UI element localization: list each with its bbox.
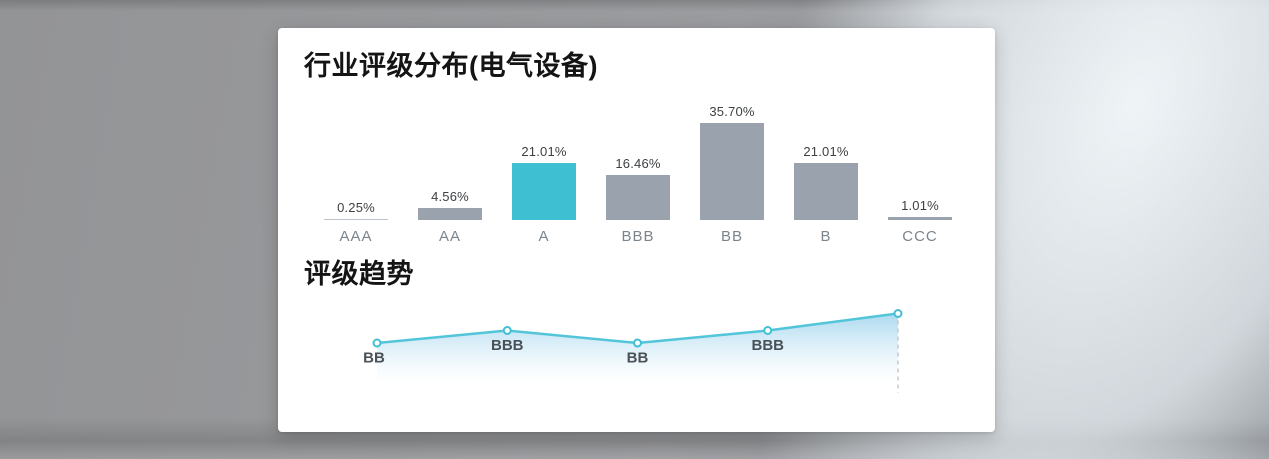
bar-chart-title: 行业评级分布(电气设备) — [304, 51, 598, 81]
trend-point-rating-label: BB — [363, 350, 385, 367]
bar-stack: 16.46% — [591, 88, 685, 220]
bar-stack: 4.56% — [403, 88, 497, 220]
bar-BBB[interactable] — [606, 175, 670, 220]
bar-value-label: 1.01% — [901, 198, 939, 214]
bar-column-BB: 35.70% BB — [685, 88, 779, 253]
trend-point-rating-label: BBB — [491, 337, 524, 354]
bar-category-label: BBB — [621, 228, 655, 245]
bar-value-label: 16.46% — [615, 156, 661, 172]
bar-column-BBB: 16.46% BBB — [591, 88, 685, 253]
bar-category-label: AA — [438, 228, 461, 245]
bar-category-label: BB — [720, 228, 743, 245]
bar-B[interactable] — [794, 162, 858, 220]
bar-column-AAA: 0.25% AAA — [309, 88, 403, 253]
trend-point-2021.08[interactable] — [372, 338, 382, 348]
trend-point-rating-label: BBB — [752, 337, 785, 354]
bar-value-label: 35.70% — [709, 103, 755, 119]
bar-category-label: A — [538, 228, 550, 245]
trend-chart-title: 评级趋势 — [304, 259, 414, 289]
bar-category-label: B — [820, 228, 832, 245]
rating-distribution-bar-chart: 0.25% AAA 4.56% AA 21.01% A 16.46% BBB 35.70% BB 2… — [309, 88, 967, 253]
bar-column-CCC: 1.01% CCC — [873, 88, 967, 253]
bar-stack: 21.01% — [779, 88, 873, 220]
bar-stack: 21.01% — [497, 88, 591, 220]
bar-stack: 0.25% — [309, 88, 403, 220]
bar-column-A: 21.01% A — [497, 88, 591, 253]
bar-CCC[interactable] — [888, 217, 952, 220]
bar-AAA[interactable] — [324, 218, 388, 220]
bar-stack: 1.01% — [873, 88, 967, 220]
bar-category-label: CCC — [902, 228, 938, 245]
rating-panel-card: 行业评级分布(电气设备) 0.25% AAA 4.56% AA 21.01% A 16.46… — [278, 28, 995, 432]
trend-point-2024.06[interactable] — [763, 326, 773, 335]
bar-column-AA: 4.56% AA — [403, 88, 497, 253]
bar-AA[interactable] — [418, 207, 482, 220]
bar-value-label: 21.01% — [803, 143, 849, 159]
trend-point-2023.08[interactable] — [633, 338, 642, 348]
trend-point-2022.08[interactable] — [502, 326, 512, 335]
bar-column-B: 21.01% B — [779, 88, 873, 253]
bar-value-label: 0.25% — [337, 199, 375, 215]
bar-category-label: AAA — [339, 228, 373, 245]
bar-stack: 35.70% — [685, 88, 779, 220]
bar-value-label: 21.01% — [521, 143, 567, 159]
trend-point-rating-label: BB — [627, 350, 649, 367]
bar-A[interactable] — [512, 162, 576, 220]
bar-value-label: 4.56% — [431, 188, 469, 204]
trend-point-2025.07[interactable] — [893, 309, 903, 318]
bar-BB[interactable] — [700, 122, 764, 220]
